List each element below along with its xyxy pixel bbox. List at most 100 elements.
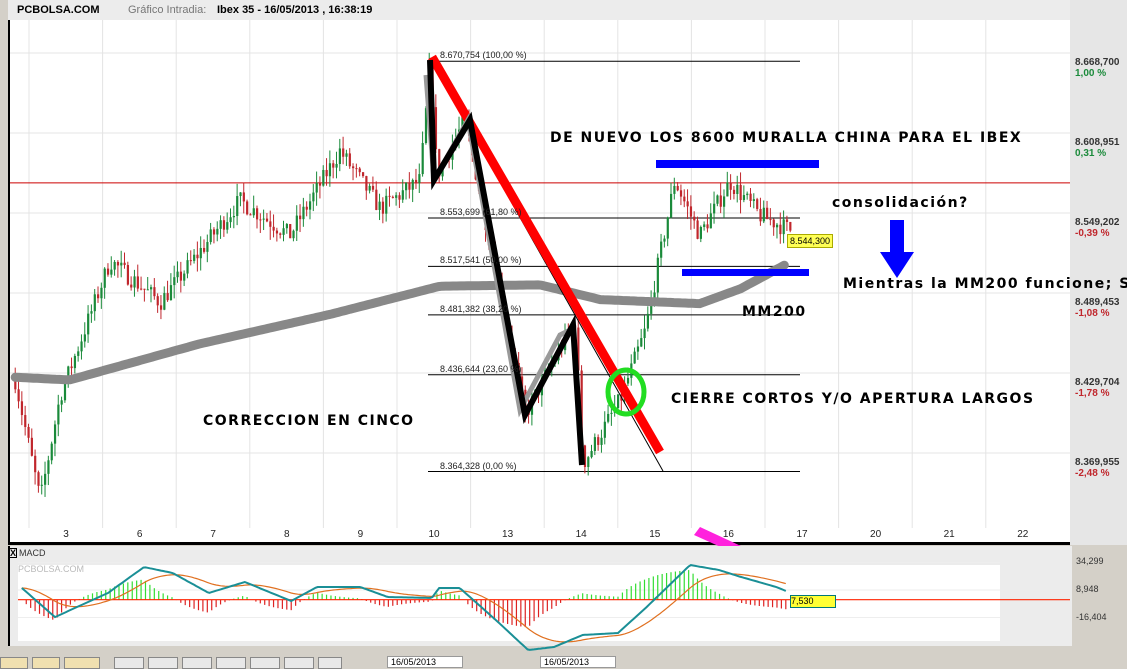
- y-tick-pct: 1,00 %: [1075, 68, 1107, 79]
- candle-body: [123, 262, 126, 266]
- candle-body: [348, 153, 351, 167]
- candle-body: [401, 190, 404, 200]
- candle-body: [703, 224, 706, 227]
- interval-button-3[interactable]: [182, 657, 212, 669]
- brand-label: PCBOLSA.COM: [17, 4, 100, 16]
- x-tick-label: 14: [575, 529, 587, 540]
- candle-body: [103, 268, 106, 288]
- candle-body: [97, 294, 100, 299]
- candle-body: [87, 313, 90, 335]
- interval-button-2[interactable]: [148, 657, 178, 669]
- candle-body: [756, 199, 759, 209]
- candle-body: [110, 269, 113, 275]
- candle-body: [203, 247, 206, 252]
- candle-body: [179, 271, 183, 281]
- candle-body: [361, 172, 365, 177]
- fib-label: 8.670,754 (100,00 %): [440, 50, 527, 61]
- candle-body: [133, 276, 136, 288]
- candle-body: [166, 293, 169, 301]
- x-tick-label: 21: [943, 529, 955, 540]
- y-tick-value: 8.549,202: [1075, 217, 1120, 228]
- last-price-badge: 8.544,300: [787, 234, 833, 248]
- candle-body: [20, 401, 24, 416]
- candle-body: [120, 262, 123, 266]
- candle-body: [262, 218, 265, 220]
- candle-body: [732, 189, 736, 194]
- y-tick-pct: -1,08 %: [1075, 308, 1110, 319]
- candle-body: [789, 221, 792, 231]
- to-date-input[interactable]: 16/05/2013: [540, 656, 616, 668]
- candle-body: [130, 284, 133, 288]
- interval-button-4[interactable]: [216, 657, 246, 669]
- candle-body: [395, 195, 398, 198]
- interval-button-7[interactable]: [318, 657, 342, 669]
- candle-body: [299, 215, 302, 220]
- y-tick-pct: -0,39 %: [1075, 228, 1110, 239]
- candle-body: [169, 285, 173, 301]
- fib-label: 8.436,644 (23,60 %): [440, 363, 522, 374]
- candle-body: [577, 327, 580, 371]
- x-tick-label: 16: [722, 529, 734, 540]
- candle-body: [140, 288, 143, 290]
- y-tick-label: 8.489,453 -1,08 %: [1075, 297, 1120, 319]
- candle-body: [242, 192, 245, 202]
- candle-body: [779, 224, 782, 235]
- mm200-line: [10, 260, 789, 385]
- candle-body: [338, 148, 341, 164]
- candle-body: [93, 294, 96, 312]
- candle-body: [424, 108, 428, 143]
- candle-body: [722, 196, 726, 207]
- candle-body: [47, 460, 50, 474]
- candle-body: [116, 261, 120, 266]
- period-button-2[interactable]: [32, 657, 60, 669]
- candle-body: [689, 206, 693, 217]
- x-tick-label: 6: [136, 529, 143, 540]
- candle-body: [607, 413, 610, 422]
- interval-button-1[interactable]: [114, 657, 144, 669]
- candle-body: [222, 220, 226, 230]
- candle-body: [461, 116, 464, 130]
- candle-body: [683, 196, 686, 202]
- interval-button-5[interactable]: [250, 657, 280, 669]
- candle-body: [30, 437, 33, 456]
- interval-button-6[interactable]: [284, 657, 314, 669]
- x-tick-label: 15: [649, 529, 661, 540]
- candle-body: [696, 220, 699, 239]
- support-bar: [682, 269, 809, 276]
- x-tick-label: 20: [870, 529, 882, 540]
- candle-body: [14, 379, 17, 390]
- candle-body: [60, 400, 63, 405]
- candle-body: [212, 229, 216, 235]
- candle-body: [385, 195, 388, 214]
- candle-body: [328, 163, 332, 177]
- candle-body: [83, 334, 86, 342]
- candle-body: [676, 185, 679, 191]
- annotation-cierre: CIERRE CORTOS Y/O APERTURA LARGOS: [671, 391, 1035, 407]
- fib-label: 8.553,699 (61,80 %): [440, 206, 522, 217]
- candle-body: [226, 222, 229, 230]
- candle-body: [159, 305, 163, 310]
- candle-body: [775, 224, 779, 228]
- candle-body: [100, 287, 103, 299]
- candle-body: [414, 179, 418, 184]
- candle-body: [713, 203, 716, 214]
- macd-value-badge: 7,530: [790, 595, 836, 608]
- candle-body: [686, 201, 689, 207]
- candle-body: [275, 230, 279, 234]
- price-axis: [1070, 0, 1127, 545]
- candle-body: [388, 195, 391, 197]
- from-date-input[interactable]: 16/05/2013: [387, 656, 463, 668]
- candle-body: [666, 217, 669, 239]
- candle-body: [40, 484, 43, 486]
- candle-body: [342, 148, 345, 157]
- x-tick-label: 8: [284, 529, 290, 540]
- chart-type-label: Gráfico Intradia:: [128, 4, 207, 16]
- macd-close-button[interactable]: X: [9, 548, 18, 558]
- period-button-1[interactable]: [0, 657, 28, 669]
- y-tick-value: 8.489,453: [1075, 297, 1120, 308]
- chart-header-bar: [8, 0, 1070, 20]
- period-button-3[interactable]: [64, 657, 100, 669]
- candle-body: [762, 207, 765, 222]
- x-tick-label: 9: [357, 529, 364, 540]
